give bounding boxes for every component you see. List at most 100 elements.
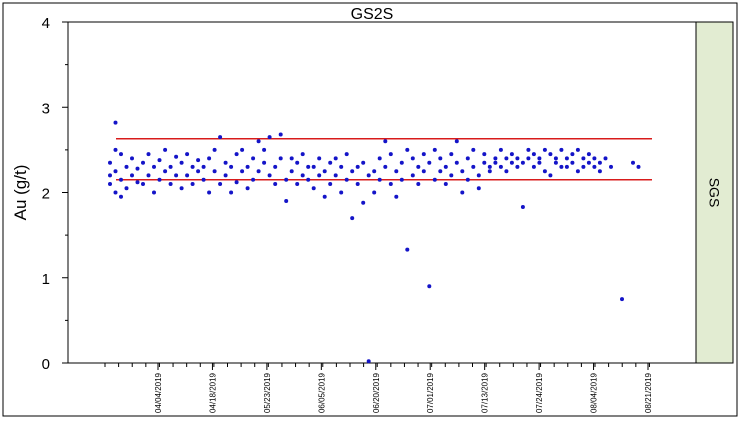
data-point (273, 182, 278, 186)
data-point (130, 156, 134, 161)
data-point (355, 182, 360, 186)
data-point (311, 186, 316, 191)
data-point (157, 158, 162, 163)
data-point (366, 173, 371, 178)
data-point (620, 297, 624, 302)
data-point (295, 160, 300, 165)
data-point (212, 169, 217, 174)
data-point (399, 177, 404, 182)
data-point (388, 182, 393, 186)
data-point (377, 177, 382, 182)
data-point (124, 186, 129, 191)
data-point (449, 173, 454, 178)
data-point (421, 152, 426, 157)
data-point (460, 169, 465, 174)
data-point (548, 152, 553, 157)
data-point (234, 152, 239, 157)
data-point (328, 182, 333, 186)
x-tick-label: 08/04/2019 (590, 372, 599, 413)
data-point (509, 160, 514, 165)
data-point (256, 139, 261, 144)
data-point (636, 164, 641, 169)
data-point (366, 359, 371, 364)
data-point (284, 199, 289, 203)
data-point (427, 160, 432, 165)
data-point (163, 169, 168, 174)
data-point (289, 169, 294, 174)
data-point (454, 139, 459, 144)
data-point (498, 147, 503, 152)
data-point (245, 186, 250, 191)
data-point (317, 156, 322, 161)
x-tick-label: 06/20/2019 (372, 372, 381, 413)
data-point (515, 164, 520, 169)
data-point (504, 156, 509, 161)
data-point (432, 147, 437, 152)
data-point (465, 156, 470, 161)
data-point (190, 164, 195, 169)
data-point (339, 164, 344, 169)
data-point (196, 169, 201, 174)
y-tick-label: 4 (42, 15, 50, 32)
data-point (383, 139, 388, 144)
data-point (592, 164, 597, 169)
data-point (394, 194, 399, 199)
data-point (427, 284, 432, 289)
data-point (168, 164, 173, 169)
data-point (581, 156, 586, 161)
data-point (592, 156, 597, 161)
data-point (361, 200, 366, 205)
data-point (564, 164, 569, 169)
data-point (113, 169, 118, 174)
data-point (113, 147, 118, 152)
data-point (394, 169, 399, 174)
data-point (631, 160, 635, 165)
data-point (174, 154, 179, 159)
data-point (278, 132, 283, 137)
data-point (482, 152, 487, 157)
data-point (575, 169, 580, 174)
plot-area (67, 21, 697, 364)
data-point (108, 182, 112, 186)
x-tick-label: 07/24/2019 (535, 372, 544, 413)
data-point (526, 156, 531, 161)
data-point (306, 177, 311, 182)
data-point (372, 169, 377, 174)
data-point (295, 182, 300, 186)
data-point (328, 160, 333, 165)
data-point (124, 164, 129, 169)
data-point (333, 156, 338, 161)
data-point (542, 169, 547, 174)
data-point (207, 156, 212, 161)
data-point (190, 182, 195, 186)
data-point (119, 177, 123, 182)
data-point (119, 152, 123, 157)
x-tick-label: 07/13/2019 (481, 372, 490, 413)
data-point (449, 152, 454, 157)
data-point (421, 169, 426, 174)
data-point (240, 169, 245, 174)
data-point (487, 164, 492, 169)
data-point (201, 177, 206, 182)
data-point (355, 164, 360, 169)
data-point (416, 164, 421, 169)
data-point (476, 173, 481, 178)
data-point (531, 152, 536, 157)
data-point (146, 173, 151, 178)
data-point (152, 190, 156, 195)
x-tick-label: 04/18/2019 (208, 372, 217, 413)
data-point (267, 173, 272, 178)
data-point (537, 156, 542, 161)
data-point (471, 147, 476, 152)
data-point (322, 194, 327, 199)
data-point (278, 156, 283, 161)
data-point (465, 177, 470, 182)
data-point (135, 166, 140, 171)
data-point (317, 173, 322, 178)
data-point (570, 160, 575, 165)
data-point (212, 147, 217, 152)
data-point (168, 182, 173, 186)
x-tick-label: 05/23/2019 (263, 372, 272, 413)
data-point (575, 147, 580, 152)
